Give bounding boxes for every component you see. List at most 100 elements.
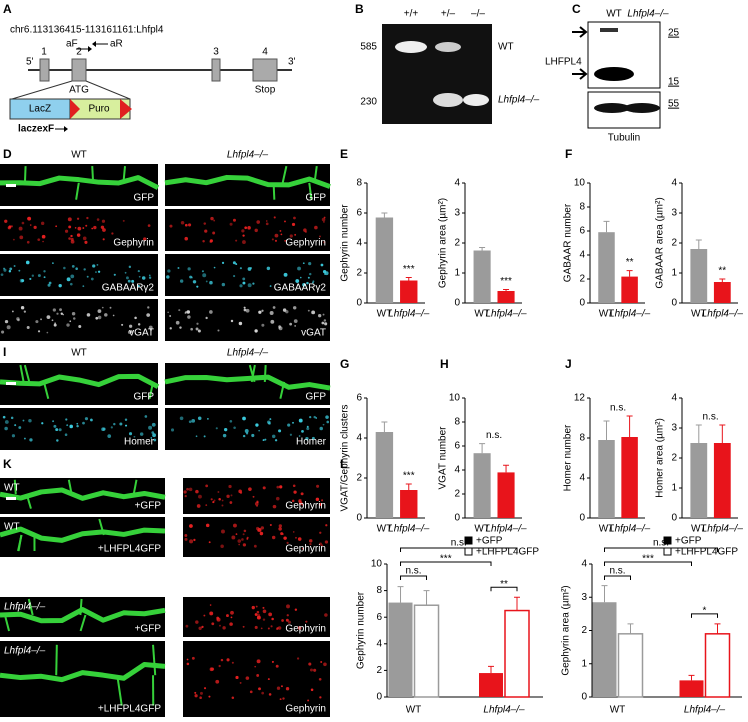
insertion-line (11, 80, 131, 100)
legend-label: +LHFPL4GFP (675, 547, 738, 558)
punctum (231, 535, 236, 540)
punctum (209, 280, 213, 285)
punctum (195, 489, 199, 494)
punctum (306, 281, 309, 285)
punctum (93, 225, 97, 230)
dendrite (0, 662, 166, 683)
x-tick-label: Lhfpl4–/– (684, 705, 726, 716)
punctum (58, 428, 62, 432)
y-tick-label: 8 (454, 417, 460, 428)
channel-label: GFP (133, 392, 154, 403)
punctum (302, 547, 304, 550)
western-blot: WT Lhfpl4–/– LHFPL4 25 15 55 Tubulin (545, 9, 680, 144)
punctum (221, 261, 225, 264)
punctum (311, 436, 315, 440)
exon-label: 1 (41, 47, 47, 58)
genotype-label: –/– (471, 9, 485, 20)
punctum (56, 439, 59, 442)
micrograph (0, 254, 158, 296)
punctum (97, 309, 102, 313)
punctum (256, 610, 260, 614)
punctum (309, 416, 312, 419)
punctum (184, 312, 187, 314)
punctum (41, 422, 44, 425)
punctum (232, 261, 236, 265)
punctum (198, 626, 202, 630)
error-bar (714, 623, 721, 634)
band (624, 103, 660, 113)
punctum (74, 227, 77, 229)
y-axis-label: VGAT/Gephyrin clusters (340, 404, 351, 511)
punctum (102, 427, 106, 431)
primer-label: aF (66, 39, 78, 50)
punctum (292, 484, 296, 488)
punctum (297, 266, 301, 271)
punctum (210, 216, 214, 221)
scale-bar (6, 184, 16, 187)
punctum (229, 501, 233, 504)
y-tick-label: 1 (671, 268, 677, 279)
dendrite (308, 182, 313, 200)
punctum (231, 661, 234, 664)
cassette-label: LacZ (29, 104, 51, 115)
punctum (238, 543, 241, 546)
micrograph (165, 209, 330, 251)
punctum (188, 487, 193, 492)
legend-swatch (663, 547, 672, 556)
x-tick-label: WT (377, 524, 393, 535)
punctum (127, 279, 131, 283)
panel-letter: L (340, 457, 347, 471)
punctum (201, 625, 204, 629)
y-tick-label: 4 (579, 250, 585, 261)
punctum (215, 679, 220, 684)
punctum (14, 424, 17, 427)
dendrite (164, 374, 331, 391)
y-tick-label: 6 (376, 612, 382, 623)
punctum (247, 267, 252, 271)
punctum (244, 429, 249, 433)
y-tick-label: 0 (376, 692, 382, 703)
punctum (319, 531, 322, 534)
punctum (258, 687, 261, 691)
error-bar (695, 424, 702, 443)
punctum (26, 240, 30, 244)
punctum (256, 659, 261, 664)
punctum (186, 310, 191, 314)
punctum (76, 424, 79, 428)
punctum (256, 615, 261, 620)
punctum (169, 327, 172, 330)
punctum (274, 239, 278, 242)
punctum (151, 422, 156, 427)
punctum (21, 279, 25, 283)
dendrite (272, 182, 276, 200)
end-label: 5' (26, 57, 34, 68)
dendrite (91, 166, 95, 183)
punctum (197, 416, 202, 421)
punctum (233, 426, 236, 430)
gene-diagram: chr6.113136415-113161161:Lhfpl4 1 2 3 4 … (9, 25, 296, 135)
punctum (76, 422, 79, 425)
punctum (318, 542, 323, 546)
significance: *** (500, 276, 512, 287)
punctum (113, 273, 116, 276)
scale-bar (6, 382, 16, 385)
punctum (251, 605, 255, 610)
punctum (82, 227, 85, 229)
punctum (193, 538, 196, 542)
punctum (137, 323, 141, 326)
punctum (69, 320, 72, 323)
punctum (325, 524, 328, 527)
punctum (170, 428, 175, 432)
error-bar (603, 420, 610, 440)
punctum (63, 266, 66, 270)
punctum (203, 222, 207, 225)
punctum (320, 263, 324, 267)
micrograph (183, 478, 330, 514)
punctum (169, 224, 173, 228)
punctum (235, 533, 238, 535)
punctum (265, 220, 268, 222)
punctum (230, 616, 233, 619)
punctum (261, 309, 264, 312)
punctum (21, 221, 25, 225)
punctum (210, 498, 213, 501)
